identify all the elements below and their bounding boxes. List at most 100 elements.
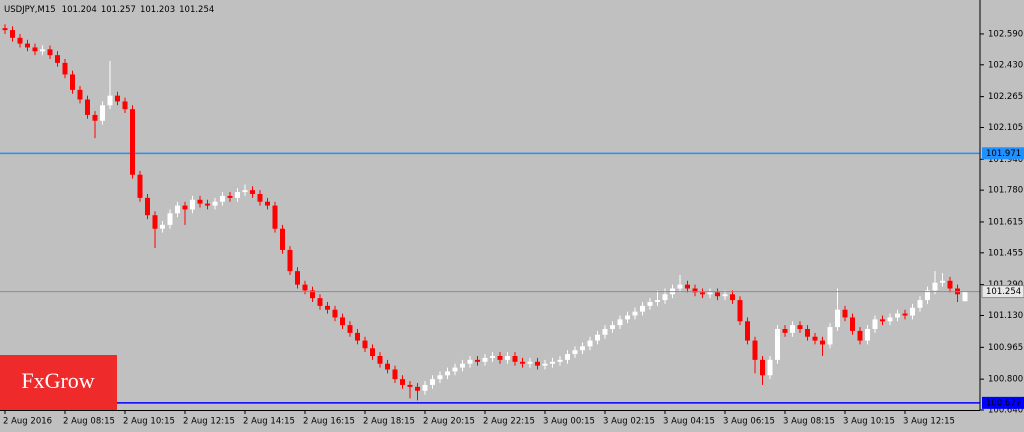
candle-body: [332, 309, 338, 318]
candle-body: [677, 284, 683, 289]
candle-body: [287, 249, 293, 272]
x-tick-label: 2 Aug 2016: [3, 417, 52, 427]
last-price-box: [981, 285, 1024, 299]
candle-body: [250, 190, 255, 195]
candle-body: [25, 43, 30, 48]
candle-body: [295, 271, 300, 285]
candle-body: [775, 329, 780, 360]
plot: [0, 24, 980, 404]
candle-body: [850, 317, 855, 331]
y-tick-label: 101.780: [988, 186, 1023, 196]
header-close: 101.254: [179, 5, 214, 15]
candle-body: [947, 280, 953, 289]
candle-body: [407, 384, 413, 387]
y-tick-label: 102.590: [988, 29, 1023, 39]
candle-body: [835, 309, 840, 328]
candle-body: [505, 356, 510, 360]
candle-body: [512, 356, 518, 362]
candle-body: [317, 298, 323, 306]
candle-body: [122, 101, 128, 110]
candle-body: [340, 317, 345, 326]
candle-body: [550, 361, 555, 364]
candle-body: [10, 30, 15, 38]
candle-body: [820, 340, 825, 345]
candle-body: [437, 375, 443, 380]
candle-body: [145, 197, 150, 216]
candle-body: [85, 99, 90, 115]
candle-body: [77, 89, 83, 100]
price-label: 101.971: [986, 149, 1021, 159]
price-label-box: [982, 147, 1024, 160]
candle-body: [422, 384, 428, 391]
candle-body: [805, 329, 810, 337]
candle-body: [167, 213, 173, 225]
candle-body: [235, 192, 240, 198]
candle-body: [302, 284, 308, 291]
price-label-box: [982, 396, 1024, 409]
candle-body: [190, 199, 195, 210]
candle-body: [625, 315, 630, 320]
candle-body: [602, 329, 608, 335]
candle-body: [767, 359, 773, 376]
candle-body: [182, 205, 188, 210]
candle-body: [707, 292, 713, 295]
candle-body: [152, 215, 158, 229]
candle-body: [842, 309, 848, 318]
candle-body: [212, 201, 218, 206]
candle-body: [932, 282, 938, 291]
candle-body: [400, 379, 405, 385]
candle-body: [452, 367, 458, 372]
x-tick-label: 2 Aug 12:15: [183, 417, 235, 427]
y-tick-label: 102.265: [988, 92, 1023, 102]
candle-body: [580, 346, 585, 351]
x-tick-label: 3 Aug 02:15: [603, 417, 655, 427]
symbol: USDJPY,M15: [4, 5, 56, 15]
candle-body: [595, 334, 600, 341]
candle-body: [17, 37, 23, 44]
candle-body: [490, 356, 495, 358]
candle-body: [362, 340, 368, 349]
candle-body: [272, 205, 278, 229]
y-tick-label: 101.130: [988, 311, 1023, 321]
candle-body: [640, 305, 645, 312]
candle-body: [40, 49, 45, 52]
x-tick-label: 3 Aug 00:15: [543, 417, 595, 427]
candle-body: [467, 359, 473, 364]
x-tick-label: 3 Aug 04:15: [663, 417, 715, 427]
candle-body: [2, 28, 8, 31]
candle-body: [557, 359, 563, 362]
candle-body: [887, 317, 893, 322]
candle-body: [865, 329, 870, 341]
candle-body: [872, 319, 878, 330]
candle-body: [880, 319, 885, 322]
candle-body: [430, 379, 435, 385]
candle-body: [572, 350, 578, 355]
candle-body: [535, 361, 540, 366]
candle-body: [737, 300, 743, 322]
x-tick-label: 3 Aug 10:15: [843, 417, 895, 427]
candle-body: [797, 325, 803, 330]
candle-body: [962, 291, 968, 302]
candle-body: [827, 327, 833, 345]
candle-body: [197, 199, 203, 204]
candle-body: [925, 290, 930, 301]
candle-body: [812, 336, 818, 341]
last-price-label: 101.254: [986, 287, 1021, 297]
candle-body: [310, 290, 315, 299]
candle-body: [55, 55, 60, 63]
x-tick-label: 2 Aug 20:15: [423, 417, 475, 427]
y-tick-label: 100.800: [988, 375, 1023, 385]
candle-body: [265, 201, 270, 206]
candle-body: [475, 359, 480, 362]
candle-body: [392, 369, 398, 380]
candle-body: [280, 228, 285, 250]
x-tick-label: 2 Aug 08:15: [63, 417, 115, 427]
candle-body: [655, 300, 660, 303]
candle-body: [745, 321, 750, 341]
candle-body: [257, 194, 263, 202]
candle-body: [100, 105, 105, 121]
header-high: 101.257: [101, 5, 136, 15]
candle-body: [377, 356, 383, 364]
candle-body: [130, 109, 135, 175]
candle-body: [107, 95, 113, 106]
